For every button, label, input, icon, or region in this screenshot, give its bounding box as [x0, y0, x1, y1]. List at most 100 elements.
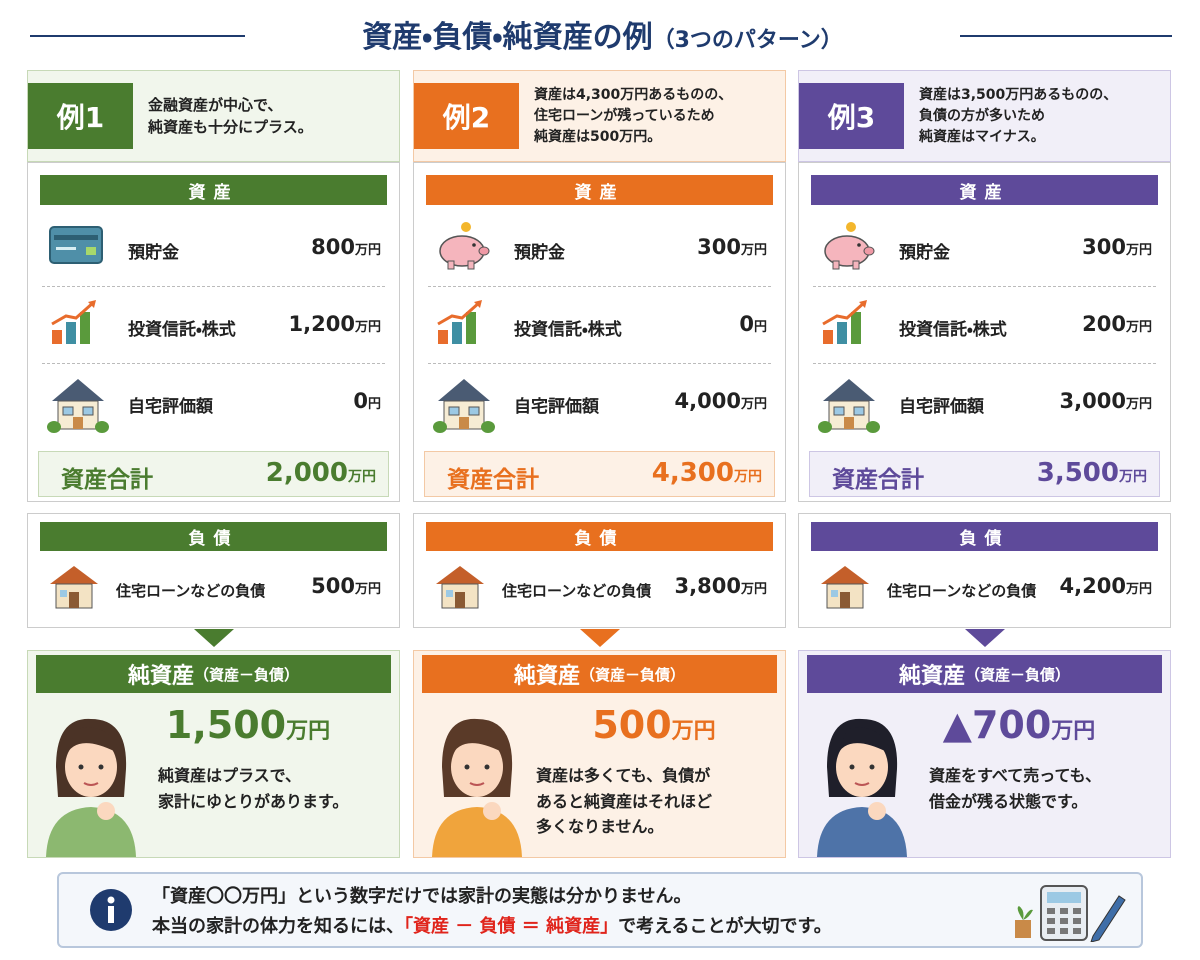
liability-icon-part	[831, 590, 838, 597]
amount-value: 3,000	[1059, 389, 1126, 413]
amount-unit: 万円	[354, 582, 381, 597]
person-illustration-part	[451, 737, 503, 797]
asset-icon-part	[439, 222, 490, 270]
person-illustration	[36, 707, 146, 861]
calculator-icon-part	[1060, 918, 1068, 924]
arrow-down-part	[193, 629, 234, 647]
assets-card: 資産 預貯金 800万円 投資信託・株式 1,200万円 自宅評価額 0円 資産合計 2,000…	[27, 162, 400, 502]
person-illustration-part	[484, 764, 490, 770]
liability-icon-part	[821, 566, 869, 609]
net-card: 純資産 （資産－負債） 1,500万円 純資産はプラスで、 家計にゆとりがあります。	[27, 650, 400, 858]
amount: 200万円	[1082, 312, 1152, 336]
liability-icon-part	[436, 566, 484, 609]
asset-icon-part	[56, 247, 76, 250]
asset-icon-part	[851, 312, 861, 344]
liability-name: 住宅ローンなどの負債	[116, 582, 266, 600]
asset-icon-part	[452, 322, 462, 344]
asset-name: 預貯金	[899, 243, 950, 263]
example-badge: 例2	[414, 83, 519, 149]
asset-icon-part	[66, 322, 76, 344]
amount-value: 4,200	[1059, 574, 1126, 598]
description-line: 負債の方が多いため	[919, 107, 1045, 124]
asset-icon-part	[49, 226, 103, 264]
arrow-down-part	[964, 629, 1005, 647]
amount: 0円	[353, 389, 381, 413]
asset-icon-part	[818, 379, 880, 433]
comment-line: 借金が残る状態です。	[929, 791, 1088, 811]
amount: 4,300万円	[652, 458, 762, 488]
amount-value: 3,800	[674, 574, 741, 598]
row-separator	[42, 286, 385, 287]
row-separator	[813, 363, 1156, 364]
liability-icon	[432, 562, 488, 616]
amount: 500万円	[311, 574, 381, 598]
asset-icon-part	[51, 300, 96, 344]
asset-icon-part	[433, 421, 447, 433]
asset-icon	[817, 375, 881, 439]
comment-line: 家計にゆとりがあります。	[158, 791, 349, 811]
asset-icon-part	[437, 300, 481, 326]
asset-icon-part	[833, 406, 845, 416]
person-illustration	[422, 707, 532, 861]
person-illustration-part	[65, 727, 118, 757]
arrow-down-part	[579, 629, 620, 647]
example-description: 資産は4,300万円あるものの、 住宅ローンが残っているため 純資産は500万円。	[534, 71, 779, 161]
net-heading: 純資産	[127, 664, 194, 689]
asset-icon-part	[866, 421, 880, 433]
asset-icon	[817, 221, 877, 275]
person-illustration-part	[65, 737, 117, 797]
calculator-icon-part	[1073, 908, 1081, 914]
asset-icon-part	[823, 379, 875, 401]
asset-name: 自宅評価額	[128, 397, 213, 417]
liability-icon-part	[60, 590, 67, 597]
liability-name: 住宅ローンなどの負債	[887, 582, 1037, 600]
net-amount-value: ▲700	[942, 703, 1052, 747]
arrow-down-part	[579, 629, 620, 647]
asset-icon-part	[80, 312, 90, 344]
asset-icon-part	[433, 379, 495, 433]
asset-icon-part	[863, 246, 875, 256]
asset-name: 投資信託・株式	[128, 320, 236, 340]
description-line: 資産は3,500万円あるものの、	[919, 86, 1118, 103]
person-illustration-part	[432, 807, 522, 857]
net-formula: （資産－負債）	[580, 665, 686, 684]
net-heading-bar: 純資産 （資産－負債）	[36, 655, 391, 693]
calculator-icon-part	[1060, 928, 1068, 934]
asset-icon-part	[54, 235, 98, 240]
arrow-down	[193, 629, 234, 651]
asset-icon-part	[837, 322, 847, 344]
asset-icon-part	[846, 222, 856, 232]
net-card: 純資産 （資産－負債） ▲700万円 資産をすべて売っても、 借金が残る状態です。	[798, 650, 1171, 858]
net-amount: 500万円	[554, 703, 754, 747]
row-separator	[42, 363, 385, 364]
asset-icon-part	[88, 300, 96, 308]
amount-unit: 万円	[740, 582, 767, 597]
example-badge: 例3	[799, 83, 904, 149]
amount-value: 2,000	[265, 458, 348, 488]
asset-icon-part	[824, 235, 870, 267]
net-comment: 資産は多くても、負債が あると純資産はそれほど 多くなりません。	[536, 763, 712, 840]
description-line: 純資産は500万円。	[534, 128, 662, 145]
title: 資産・負債・純資産の例（3つのパターン）	[245, 12, 960, 56]
amount: 4,000万円	[675, 389, 767, 413]
title-main: 資産・負債・純資産の例	[362, 20, 653, 55]
asset-icon-part	[439, 235, 485, 267]
amount-unit: 万円	[740, 397, 767, 412]
footer-note: 「資産〇〇万円」という数字だけでは家計の実態は分かりません。 本当の家計の体力を知…	[57, 872, 1143, 948]
asset-icon-part	[472, 243, 476, 247]
person-illustration-part	[46, 718, 136, 857]
person-illustration-part	[469, 782, 485, 786]
liability-icon-part	[50, 566, 98, 609]
calculator-icon-part	[1047, 892, 1081, 903]
row-separator	[428, 363, 771, 364]
amount-value: 4,300	[651, 458, 734, 488]
asset-icon	[432, 298, 492, 352]
amount-unit: 万円	[740, 243, 767, 258]
title-rule	[960, 35, 1172, 37]
info-icon-part	[108, 906, 114, 923]
liabilities-heading: 負債	[426, 522, 773, 551]
comment-line: 資産をすべて売っても、	[929, 766, 1102, 785]
amount-unit: 万円	[1125, 397, 1152, 412]
